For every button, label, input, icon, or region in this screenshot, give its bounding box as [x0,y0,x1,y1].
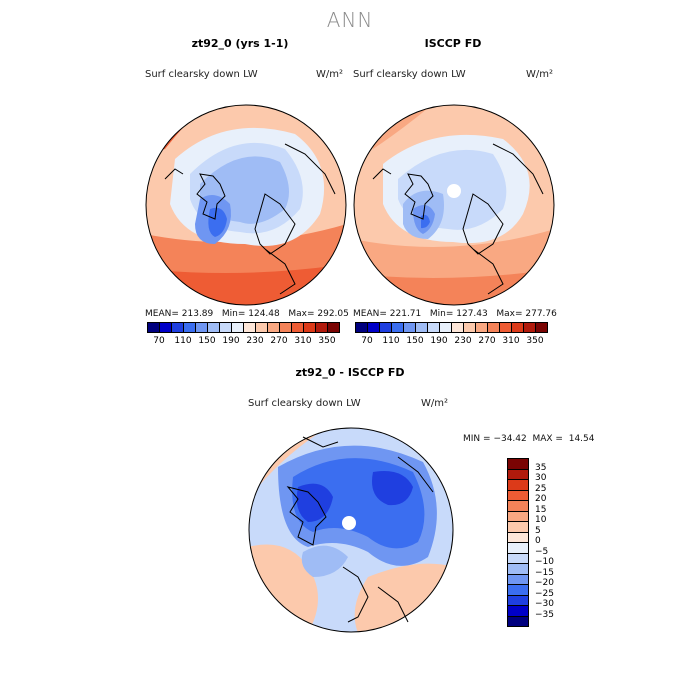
colorbar-tick-label: 230 [454,336,472,346]
colorbar-tick-label: 30 [535,473,547,483]
colorbar-tick-label: 110 [382,336,400,346]
colorbar-tick-label: −25 [535,588,554,599]
colorbar-tick-label: 270 [478,336,496,346]
colorbar-tick-label: 190 [430,336,448,346]
panel-2-unit: W/m² [526,69,554,80]
colorbar-tick-label: 150 [198,336,216,346]
panel-3-colorbar-labels: 35 30 25 20 15 10 5 0 −5 −10 −15 −20 −25 −30 −35 [535,458,575,698]
colorbar-tick-label: 70 [361,336,373,346]
colorbar-tick-label: −35 [535,609,554,620]
colorbar-tick-label: 10 [535,515,547,525]
colorbar-tick-label: 15 [535,504,547,515]
panel-3-variable: Surf clearsky down LW [248,398,361,409]
colorbar-tick-label: 350 [318,336,336,346]
colorbar-tick-label: −10 [535,557,554,567]
panel-2-title: ISCCP FD [424,37,482,50]
colorbar-swatch [507,615,529,627]
colorbar-swatch [535,322,548,333]
colorbar-tick-label: −15 [535,567,554,578]
panel-1-colorbar-labels: 70 110 150 190 230 270 310 350 [147,336,347,348]
colorbar-tick-label: 310 [294,336,312,346]
colorbar-tick-label: 270 [270,336,288,346]
colorbar-tick-label: 20 [535,494,547,504]
colorbar-tick-label: 25 [535,483,547,494]
panel-1-stats: MEAN= 213.89 Min= 124.48 Max= 292.05 [145,309,349,319]
panel-3-stats: MIN = −34.42 MAX = 14.54 [463,434,595,444]
colorbar-tick-label: 0 [535,536,541,546]
panel-3-unit: W/m² [421,398,449,409]
colorbar-tick-label: 230 [246,336,264,346]
panel-1-unit: W/m² [316,69,344,80]
colorbar-tick-label: 110 [174,336,192,346]
panel-2-map [353,104,555,306]
panel-2-variable: Surf clearsky down LW [353,69,466,80]
colorbar-tick-label: −5 [535,546,549,557]
panel-1-title: zt92_0 (yrs 1-1) [191,37,289,50]
panel-3-map [248,427,454,633]
panel-3-colorbar [507,458,529,627]
panel-1-colorbar [147,322,340,333]
panel-2-colorbar [355,322,548,333]
panel-3-title: zt92_0 - ISCCP FD [295,366,405,379]
colorbar-tick-label: 190 [222,336,240,346]
figure-title: ANN [326,8,374,32]
panel-2-stats: MEAN= 221.71 Min= 127.43 Max= 277.76 [353,309,557,319]
panel-1-map [145,104,347,306]
colorbar-tick-label: 70 [153,336,165,346]
colorbar-tick-label: 150 [406,336,424,346]
colorbar-tick-label: −20 [535,578,554,588]
panel-1-variable: Surf clearsky down LW [145,69,258,80]
colorbar-swatch [327,322,340,333]
colorbar-tick-label: −30 [535,599,554,609]
colorbar-tick-label: 310 [502,336,520,346]
colorbar-tick-label: 5 [535,525,541,536]
colorbar-tick-label: 35 [535,462,547,473]
panel-2-colorbar-labels: 70 110 150 190 230 270 310 350 [355,336,555,348]
colorbar-tick-label: 350 [526,336,544,346]
